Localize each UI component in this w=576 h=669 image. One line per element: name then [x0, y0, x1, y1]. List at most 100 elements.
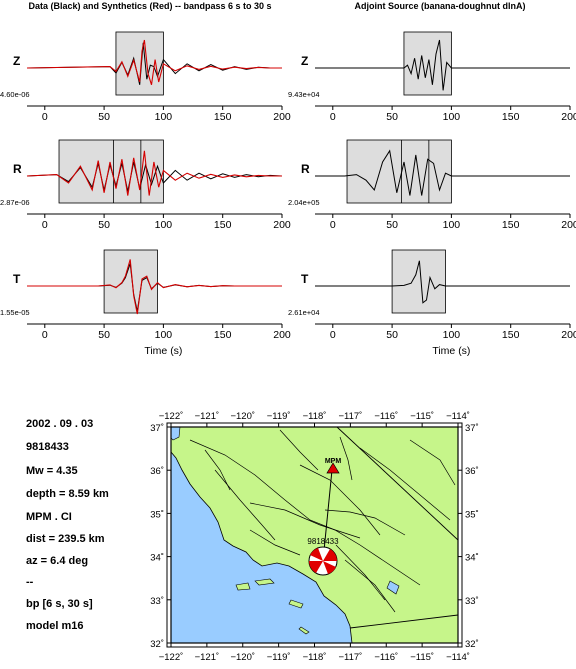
- component-label: R: [301, 162, 310, 176]
- x-tick-label: 150: [214, 111, 232, 123]
- lon-label-bottom: −122˚: [159, 652, 184, 663]
- component-label: R: [13, 162, 22, 176]
- lat-label-left: 34˚: [150, 553, 164, 564]
- panel-data-synthetics-R: R 2.87e-06 0 50 100 150 200: [0, 139, 291, 231]
- x-tick-label: 0: [330, 111, 336, 123]
- x-tick-label: 100: [155, 329, 173, 341]
- component-label: T: [301, 272, 309, 286]
- map-graticule-labels: −122˚ −122˚ −121˚ −121˚ −120˚ −120˚ −119˚ −119˚…: [150, 411, 478, 663]
- station-label: MPM: [325, 458, 342, 465]
- x-tick-label: 50: [98, 111, 110, 123]
- component-label: Z: [13, 54, 20, 68]
- beachball: [308, 546, 338, 576]
- island-catalina: [288, 599, 304, 609]
- x-tick-label: 200: [561, 111, 576, 123]
- x-tick-label: 150: [502, 219, 520, 231]
- x-tick-label: 150: [502, 111, 520, 123]
- salton-sea: [386, 580, 400, 595]
- x-tick-label: 200: [561, 329, 576, 341]
- bay-inlet: [171, 427, 181, 441]
- lon-label-top: −116˚: [374, 411, 398, 422]
- x-tick-label: 50: [386, 329, 398, 341]
- measurement-window: [346, 139, 452, 204]
- lat-label-right: 35˚: [465, 509, 479, 520]
- measurement-window: [391, 249, 446, 314]
- x-tick-label: 100: [443, 219, 461, 231]
- lon-label-bottom: −119˚: [267, 652, 291, 663]
- x-tick-label: 0: [330, 219, 336, 231]
- x-tick-label: 50: [98, 219, 110, 231]
- lon-label-top: −117˚: [338, 411, 362, 422]
- lon-label-bottom: −117˚: [338, 652, 362, 663]
- x-tick-label: 50: [98, 329, 110, 341]
- island-santa-rosa: [235, 582, 251, 591]
- lon-label-top: −119˚: [267, 411, 291, 422]
- lon-label-top: −115˚: [410, 411, 434, 422]
- x-axis-label: Time (s): [432, 345, 470, 357]
- trace-red: [27, 259, 282, 315]
- x-tick-label: 100: [155, 219, 173, 231]
- x-tick-label: 0: [42, 111, 48, 123]
- event-azimuth: az = 6.4 deg: [26, 555, 89, 567]
- lat-label-right: 36˚: [465, 466, 479, 477]
- event-magnitude: Mw = 4.35: [26, 465, 78, 477]
- trace-black: [315, 260, 570, 304]
- lat-label-left: 33˚: [150, 596, 164, 607]
- station-code: MPM . CI: [26, 511, 72, 523]
- left-title: Data (Black) and Synthetics (Red) -- ban…: [28, 1, 271, 11]
- lat-label-right: 34˚: [465, 553, 479, 564]
- x-tick-label: 200: [273, 219, 291, 231]
- event-date: 2002 . 09 . 03: [26, 418, 94, 430]
- lon-label-bottom: −114˚: [446, 652, 470, 663]
- lon-label-top: −118˚: [303, 411, 327, 422]
- x-tick-label: 0: [42, 329, 48, 341]
- event-station-path: [322, 469, 333, 562]
- x-axis-label: Time (s): [144, 345, 182, 357]
- trace-red: [26, 150, 282, 196]
- lat-label-left: 35˚: [150, 509, 164, 520]
- component-label: Z: [301, 54, 308, 68]
- lon-label-top: −114˚: [446, 411, 470, 422]
- lon-label-bottom: −120˚: [230, 652, 255, 663]
- x-tick-label: 200: [561, 219, 576, 231]
- x-tick-label: 150: [214, 219, 232, 231]
- x-tick-label: 150: [502, 329, 520, 341]
- x-tick-label: 50: [386, 219, 398, 231]
- amplitude-label: 9.43e+04: [288, 90, 320, 99]
- amplitude-label: 4.60e-06: [0, 90, 30, 99]
- measurement-window: [103, 249, 158, 314]
- bandpass: bp [6 s, 30 s]: [26, 598, 93, 610]
- amplitude-label: 2.87e-06: [0, 198, 30, 207]
- x-tick-label: 200: [273, 111, 291, 123]
- panel-adjoint-source-Z: Z 9.43e+04 0 50 100 150 200: [288, 31, 576, 123]
- lon-label-bottom: −116˚: [374, 652, 398, 663]
- info-separator: --: [26, 576, 34, 588]
- amplitude-label: 1.55e-05: [0, 308, 30, 317]
- lat-label-left: 37˚: [150, 423, 164, 434]
- x-tick-label: 200: [273, 329, 291, 341]
- lon-label-top: −120˚: [230, 411, 255, 422]
- map-land: [171, 427, 458, 643]
- component-label: T: [13, 272, 21, 286]
- lat-label-right: 33˚: [465, 596, 479, 607]
- island-san-clemente: [298, 626, 310, 635]
- trace-black: [315, 149, 570, 196]
- amplitude-label: 2.61e+04: [288, 308, 320, 317]
- panel-adjoint-source-R: R 2.04e+05 0 50 100 150 200: [288, 139, 576, 231]
- lat-label-right: 32˚: [465, 639, 479, 650]
- panel-data-synthetics-Z: Z 4.60e-06 0 50 100 150 200: [0, 31, 291, 123]
- lon-label-top: −122˚: [159, 411, 184, 422]
- seismogram-panels: Z 4.60e-06 0 50 100 150 200 R 2.87e-06 0 50 100 150 2…: [0, 31, 576, 357]
- x-tick-label: 0: [42, 219, 48, 231]
- trace-red: [26, 39, 282, 85]
- x-tick-label: 100: [443, 329, 461, 341]
- event-id: 9818433: [26, 441, 69, 453]
- lat-label-right: 37˚: [465, 423, 479, 434]
- panel-data-synthetics-T: T 1.55e-05 0 50 100 150 200 Time (s): [0, 249, 291, 357]
- island-santa-cruz: [254, 578, 275, 586]
- lon-label-bottom: −115˚: [410, 652, 434, 663]
- lon-label-bottom: −118˚: [303, 652, 327, 663]
- event-distance: dist = 239.5 km: [26, 533, 105, 545]
